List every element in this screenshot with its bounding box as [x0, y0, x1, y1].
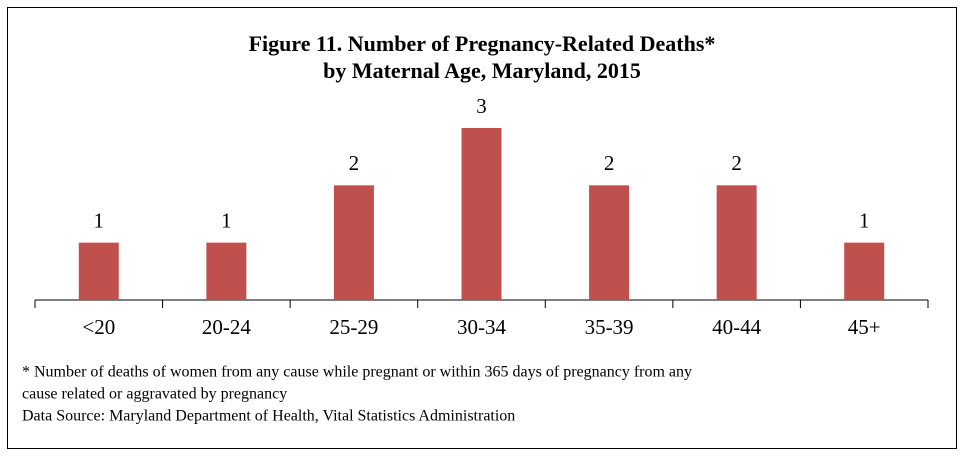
data-label: 1	[94, 208, 105, 232]
footnote: * Number of deaths of women from any cau…	[22, 364, 692, 381]
chart-subtitle: by Maternal Age, Maryland, 2015	[323, 58, 641, 83]
x-tick-label: 20-24	[202, 315, 251, 339]
data-label: 2	[731, 151, 742, 175]
data-source: Data Source: Maryland Department of Heal…	[22, 408, 515, 425]
bar	[333, 185, 374, 300]
x-tick-label: 40-44	[712, 315, 761, 339]
data-label: 1	[859, 208, 870, 232]
bar	[461, 128, 502, 300]
x-tick-label: 25-29	[329, 315, 378, 339]
data-label: 2	[349, 151, 360, 175]
chart-title: Figure 11. Number of Pregnancy-Related D…	[249, 31, 716, 56]
x-tick-label: 35-39	[585, 315, 634, 339]
bar	[589, 185, 630, 300]
x-tick-label: 45+	[848, 315, 881, 339]
bar	[844, 242, 885, 300]
data-label: 1	[221, 208, 232, 232]
data-label: 2	[604, 151, 615, 175]
bar	[206, 242, 247, 300]
bar	[716, 185, 757, 300]
bar	[78, 242, 119, 300]
x-tick-label: <20	[82, 315, 115, 339]
data-label: 3	[476, 94, 487, 118]
x-tick-label: 30-34	[457, 315, 506, 339]
footnote: cause related or aggravated by pregnancy	[22, 386, 287, 403]
